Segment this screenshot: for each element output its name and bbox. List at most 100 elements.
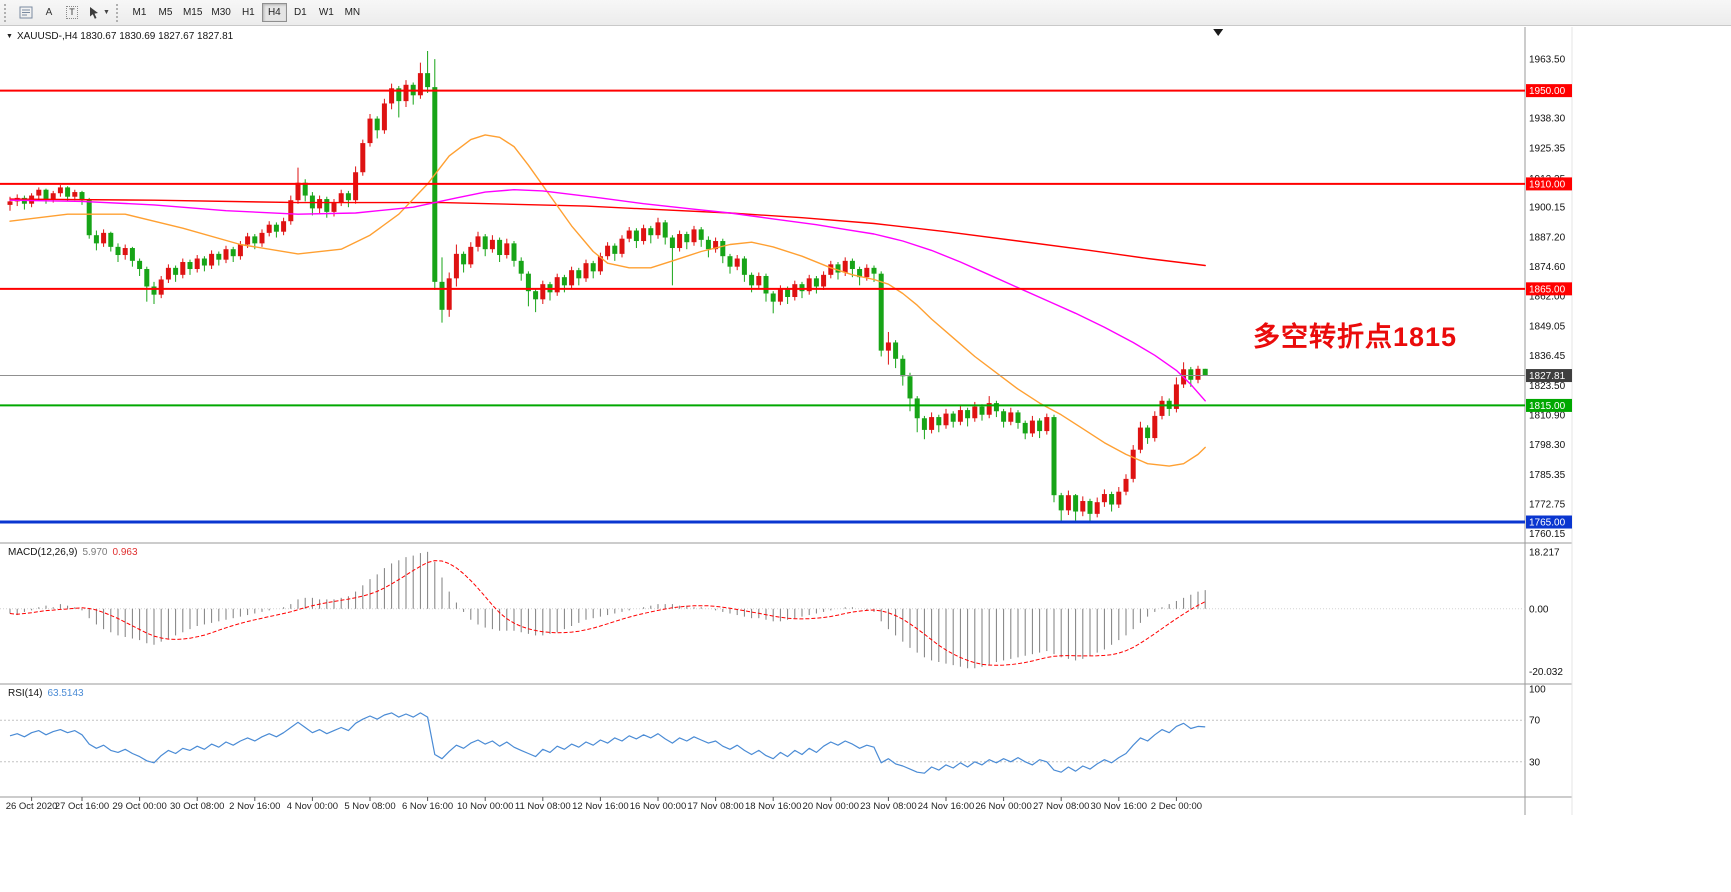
toolbar-gripper[interactable] xyxy=(115,3,122,22)
timeframe-mn-button[interactable]: MN xyxy=(340,3,365,22)
time-tick-label: 2 Nov 16:00 xyxy=(229,801,280,812)
price-tick-label: 1963.50 xyxy=(1529,55,1566,66)
timeframe-h1-button[interactable]: H1 xyxy=(236,3,261,22)
price-tick-label: 1849.05 xyxy=(1529,322,1566,333)
price-tick-label: 1862.00 xyxy=(1529,291,1566,302)
timeframe-m15-button[interactable]: M15 xyxy=(179,3,206,22)
time-tick-label: 18 Nov 16:00 xyxy=(745,801,802,812)
one-click-trading-arrow-icon[interactable]: ▼ xyxy=(6,33,13,40)
macd-name: MACD(12,26,9) xyxy=(8,547,78,558)
rsi-tick-label: 100 xyxy=(1529,685,1546,696)
time-tick-label: 17 Nov 08:00 xyxy=(687,801,744,812)
macd-panel xyxy=(0,551,1525,669)
time-tick-label: 5 Nov 08:00 xyxy=(344,801,395,812)
candlestick-series xyxy=(7,50,1208,523)
arrow-tool-dropdown[interactable]: ▼ xyxy=(84,3,113,23)
timeframe-m30-button[interactable]: M30 xyxy=(207,3,234,22)
text-annotation-tool-label: A xyxy=(45,7,53,18)
price-line-badge xyxy=(1526,177,1572,191)
price-line-badge-label: 1865.00 xyxy=(1529,284,1566,295)
macd-tick-label: -20.032 xyxy=(1529,667,1563,678)
price-line-badge xyxy=(1526,515,1572,529)
price-tick-label: 1798.30 xyxy=(1529,440,1566,451)
macd-main-value: 5.970 xyxy=(82,547,108,558)
ma-orange-line xyxy=(9,134,1206,467)
rsi-tick-label: 30 xyxy=(1529,757,1541,768)
price-tick-label: 1760.15 xyxy=(1529,529,1566,540)
time-tick-label: 29 Oct 00:00 xyxy=(112,801,166,812)
cursor-arrow-icon xyxy=(90,7,98,19)
object-list-icon xyxy=(19,6,33,19)
time-tick-label: 30 Nov 16:00 xyxy=(1091,801,1148,812)
price-tick-label: 1772.75 xyxy=(1529,499,1566,510)
time-tick-label: 20 Nov 00:00 xyxy=(803,801,860,812)
panel-separators xyxy=(0,27,1573,815)
price-line-badge-label: 1815.00 xyxy=(1529,401,1566,412)
price-line-badge-label: 1950.00 xyxy=(1529,86,1566,97)
rsi-name: RSI(14) xyxy=(8,688,43,699)
time-tick-label: 23 Nov 08:00 xyxy=(860,801,917,812)
macd-signal-value: 0.963 xyxy=(112,547,138,558)
time-tick-label: 4 Nov 00:00 xyxy=(287,801,338,812)
price-line-badge xyxy=(1526,282,1572,296)
price-tick-label: 1874.60 xyxy=(1529,262,1566,273)
time-tick-label: 26 Nov 00:00 xyxy=(975,801,1032,812)
price-tick-label: 1810.90 xyxy=(1529,410,1566,421)
rsi-indicator-label: RSI(14) 63.5143 xyxy=(8,688,84,699)
price-tick-label: 1938.30 xyxy=(1529,113,1566,124)
rsi-panel xyxy=(0,712,1525,774)
object-list-button[interactable] xyxy=(15,3,37,23)
timeframe-h4-button[interactable]: H4 xyxy=(261,3,287,22)
toolbar-gripper[interactable] xyxy=(4,3,10,22)
timeframe-w1-button[interactable]: W1 xyxy=(314,3,339,22)
price-tick-label: 1785.35 xyxy=(1529,470,1566,481)
text-label-tool-button[interactable]: T xyxy=(61,3,83,23)
macd-tick-label: 18.217 xyxy=(1529,547,1560,558)
symbol-ohlc-readout: ▼ XAUUSD-,H4 1830.67 1830.69 1827.67 1827… xyxy=(6,31,233,42)
rsi-line xyxy=(9,712,1206,774)
time-tick-label: 2 Dec 00:00 xyxy=(1151,801,1202,812)
time-tick-label: 10 Nov 00:00 xyxy=(457,801,514,812)
price-line-badge-label: 1765.00 xyxy=(1529,518,1566,529)
time-tick-label: 30 Oct 08:00 xyxy=(170,801,224,812)
timeframe-m5-button[interactable]: M5 xyxy=(153,3,178,22)
top-toolbar: A T ▼ M1 M5 M15 M30 H1 H4 D1 W1 MN xyxy=(0,0,1731,26)
symbol-ohlc-text: XAUUSD-,H4 1830.67 1830.69 1827.67 1827.… xyxy=(16,31,234,42)
price-tick-label: 1925.35 xyxy=(1529,144,1566,155)
chart-annotation-text[interactable]: 多空转折点1815 xyxy=(1253,322,1458,352)
price-tick-label: 1900.15 xyxy=(1529,202,1566,213)
chart-shift-marker[interactable] xyxy=(1213,29,1224,36)
price-line-badge xyxy=(1526,84,1572,98)
time-tick-label: 16 Nov 00:00 xyxy=(630,801,687,812)
price-line-badge xyxy=(1526,398,1572,412)
price-line-badge xyxy=(1526,369,1572,383)
price-tick-label: 1836.45 xyxy=(1529,351,1566,362)
text-annotation-tool-button[interactable]: A xyxy=(38,3,60,23)
timeframe-m1-button[interactable]: M1 xyxy=(127,3,152,22)
chevron-down-icon: ▼ xyxy=(103,9,110,16)
rsi-tick-label: 70 xyxy=(1529,716,1541,727)
price-tick-label: 1887.20 xyxy=(1529,233,1566,244)
macd-indicator-label: MACD(12,26,9) 5.970 0.963 xyxy=(8,547,138,558)
time-tick-label: 27 Oct 16:00 xyxy=(55,801,109,812)
macd-signal-line xyxy=(9,560,1206,666)
price-line-badge-label: 1910.00 xyxy=(1529,179,1566,190)
ma-slow-red-line xyxy=(9,198,1206,267)
rsi-value: 63.5143 xyxy=(47,688,84,699)
macd-tick-label: 0.00 xyxy=(1529,604,1549,615)
price-line-badge-label: 1827.81 xyxy=(1529,371,1566,382)
time-tick-label: 12 Nov 16:00 xyxy=(572,801,629,812)
time-tick-label: 6 Nov 16:00 xyxy=(402,801,453,812)
price-axis[interactable]: 1963.501938.301925.351912.251900.151887.… xyxy=(1526,55,1572,769)
ma-magenta-line xyxy=(9,189,1206,402)
time-tick-label: 26 Oct 2020 xyxy=(6,801,58,812)
text-label-tool-label: T xyxy=(66,6,78,19)
time-tick-label: 24 Nov 16:00 xyxy=(918,801,975,812)
price-tick-label: 1823.50 xyxy=(1529,381,1566,392)
time-tick-label: 11 Nov 08:00 xyxy=(515,801,571,812)
time-tick-label: 27 Nov 08:00 xyxy=(1033,801,1090,812)
timeframe-d1-button[interactable]: D1 xyxy=(288,3,313,22)
horizontal-level-lines[interactable] xyxy=(0,89,1525,524)
